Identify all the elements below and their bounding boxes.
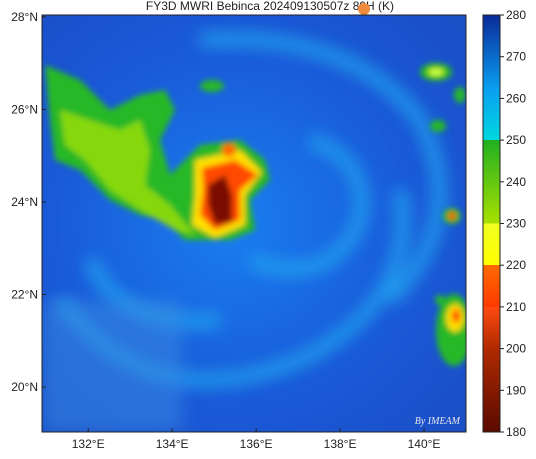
colorbar-tick-label: 220 [506,258,526,272]
y-tick-label: 26°N [11,102,38,116]
x-tick-label: 136°E [240,437,273,451]
colorbar-tick-label: 180 [506,425,526,439]
colorbar-tick-label: 270 [506,50,526,64]
y-tick-label: 28°N [11,10,38,24]
map-title: FY3D MWRI Bebinca 202409130507z 89H (K) [146,0,394,13]
colorbar-tick-label: 200 [506,342,526,356]
colorbar [482,14,501,433]
colorbar-tick-label: 230 [506,217,526,231]
y-tick-label: 24°N [11,195,38,209]
x-tick-label: 140°E [408,437,441,451]
x-tick-label: 134°E [156,437,189,451]
y-tick-label: 22°N [11,288,38,302]
colorbar-tick-label: 250 [506,133,526,147]
x-tick-label: 138°E [324,437,357,451]
colorbar-tick-label: 190 [506,383,526,397]
x-tick-label: 132°E [72,437,105,451]
colorbar-tick-label: 210 [506,300,526,314]
colorbar-tick-label: 280 [506,8,526,22]
overlay-icon [358,3,370,15]
watermark: By IMEAM [415,416,461,427]
colorbar-tick-label: 240 [506,175,526,189]
y-tick-label: 20°N [11,380,38,394]
colorbar-tick-label: 260 [506,91,526,105]
plot-frame [41,14,467,433]
imagery [42,15,466,432]
